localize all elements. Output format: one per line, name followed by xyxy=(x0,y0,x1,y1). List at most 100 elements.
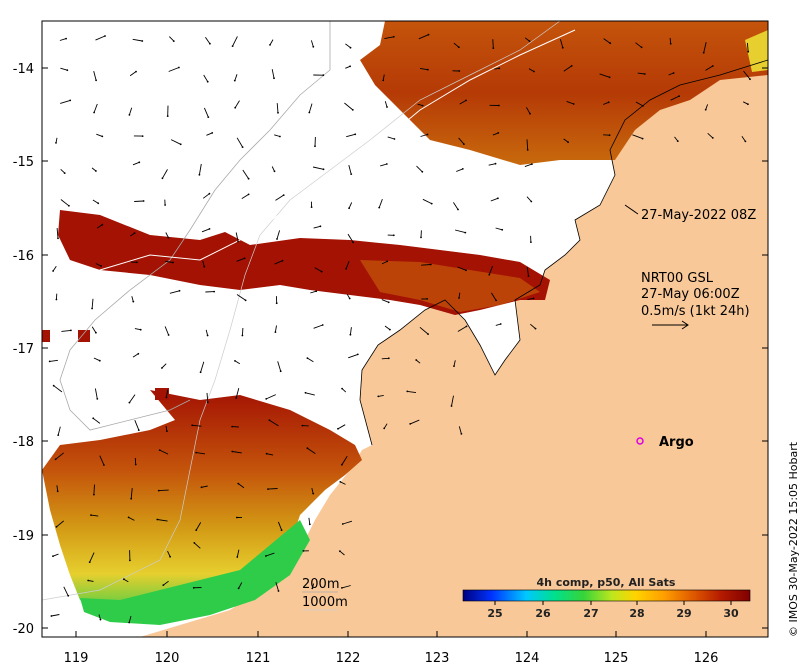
colorbar-tick-label: 27 xyxy=(583,607,598,620)
current-vector-head xyxy=(339,550,341,553)
current-vector-head xyxy=(195,451,198,454)
current-vector xyxy=(198,163,202,175)
current-vector-head xyxy=(426,298,428,300)
current-vector xyxy=(310,290,317,294)
current-vector xyxy=(348,164,352,175)
bathymetry-contour-1000m xyxy=(42,21,561,601)
current-vector-head xyxy=(134,463,137,466)
current-vector-head xyxy=(378,206,381,209)
current-vector-head xyxy=(308,523,311,526)
current-vector xyxy=(92,417,101,424)
current-vector-head xyxy=(142,200,145,202)
current-vector-head xyxy=(203,265,206,268)
current-vector xyxy=(242,169,249,179)
current-vector-head xyxy=(349,333,352,336)
current-vector xyxy=(307,447,316,454)
current-vector xyxy=(743,70,751,80)
current-vector xyxy=(313,225,321,229)
colorbar xyxy=(462,589,751,602)
current-vector-head xyxy=(91,307,93,310)
current-vector xyxy=(524,163,533,168)
current-vector xyxy=(56,485,59,492)
current-vector-head xyxy=(136,261,138,264)
current-vector xyxy=(340,481,346,485)
current-vector-head xyxy=(747,50,750,53)
current-vector xyxy=(566,100,574,105)
current-vector xyxy=(56,520,64,528)
colorbar-tick-label: 28 xyxy=(629,607,644,620)
current-vector xyxy=(94,388,98,399)
current-vector xyxy=(305,392,315,396)
current-vector-head xyxy=(167,236,170,239)
current-vector-head xyxy=(265,398,268,400)
current-vector xyxy=(277,361,282,372)
current-vector-head xyxy=(572,103,575,105)
current-vector xyxy=(384,101,388,108)
current-vector xyxy=(422,198,432,205)
current-vector xyxy=(342,520,353,525)
current-vector xyxy=(746,42,749,52)
current-vector-head xyxy=(319,225,322,228)
current-vector-head xyxy=(128,114,131,116)
current-vector-head xyxy=(128,621,131,624)
current-vector-head xyxy=(158,449,161,451)
current-vector xyxy=(63,586,69,596)
current-vector-head xyxy=(127,516,130,519)
current-vector-head xyxy=(101,135,104,138)
colorbar-tick-label: 26 xyxy=(535,607,551,620)
current-vector-head xyxy=(237,240,240,243)
current-vector xyxy=(238,582,243,589)
current-vector-head xyxy=(426,68,429,71)
current-vector xyxy=(310,40,314,47)
current-vector-head xyxy=(427,333,429,335)
current-vector-head xyxy=(392,35,395,38)
current-vector xyxy=(234,100,240,108)
current-vector-head xyxy=(161,177,164,180)
current-vector-head xyxy=(52,384,55,387)
current-vector xyxy=(384,36,394,40)
current-vector-head xyxy=(669,42,672,45)
current-vector-head xyxy=(702,51,705,54)
current-vector-head xyxy=(265,555,267,557)
current-vector-head xyxy=(63,172,66,175)
current-vector-head xyxy=(199,371,202,374)
current-vector xyxy=(528,68,535,72)
depth-label-200m: 200m xyxy=(302,577,339,592)
current-vector-head xyxy=(97,202,100,205)
current-vector xyxy=(206,392,209,403)
current-vector xyxy=(236,549,240,558)
current-vector-head xyxy=(52,270,54,272)
current-vector-head xyxy=(421,170,424,173)
current-vector xyxy=(163,580,169,586)
current-vector xyxy=(196,452,206,455)
current-vector xyxy=(128,517,135,521)
current-vector-head xyxy=(161,367,163,369)
current-title: NRT00 GSL xyxy=(641,271,714,286)
current-vector-head xyxy=(88,561,91,563)
current-vector-head xyxy=(130,497,133,500)
current-vector-head xyxy=(57,237,59,240)
current-vector-head xyxy=(178,66,180,69)
current-vector xyxy=(269,419,279,427)
current-vector xyxy=(274,260,283,265)
current-vector xyxy=(201,485,208,488)
current-vector xyxy=(563,65,572,72)
current-vector-head xyxy=(429,263,432,266)
current-vector xyxy=(266,453,274,456)
current-vector-head xyxy=(387,301,390,304)
current-vector xyxy=(57,426,61,436)
current-vector xyxy=(134,420,140,431)
current-vector-head xyxy=(68,204,70,207)
current-vector-head xyxy=(354,133,357,136)
current-vector xyxy=(419,67,428,71)
current-vector-head xyxy=(141,135,144,138)
current-vector xyxy=(308,103,313,113)
current-vector xyxy=(381,299,389,303)
current-vector-head xyxy=(341,523,344,525)
current-vector-head xyxy=(530,241,532,244)
current-vector xyxy=(524,37,530,42)
current-vector-head xyxy=(277,111,279,114)
current-vector-head xyxy=(169,555,172,558)
current-vector-head xyxy=(749,78,751,81)
current-vector xyxy=(526,107,531,114)
